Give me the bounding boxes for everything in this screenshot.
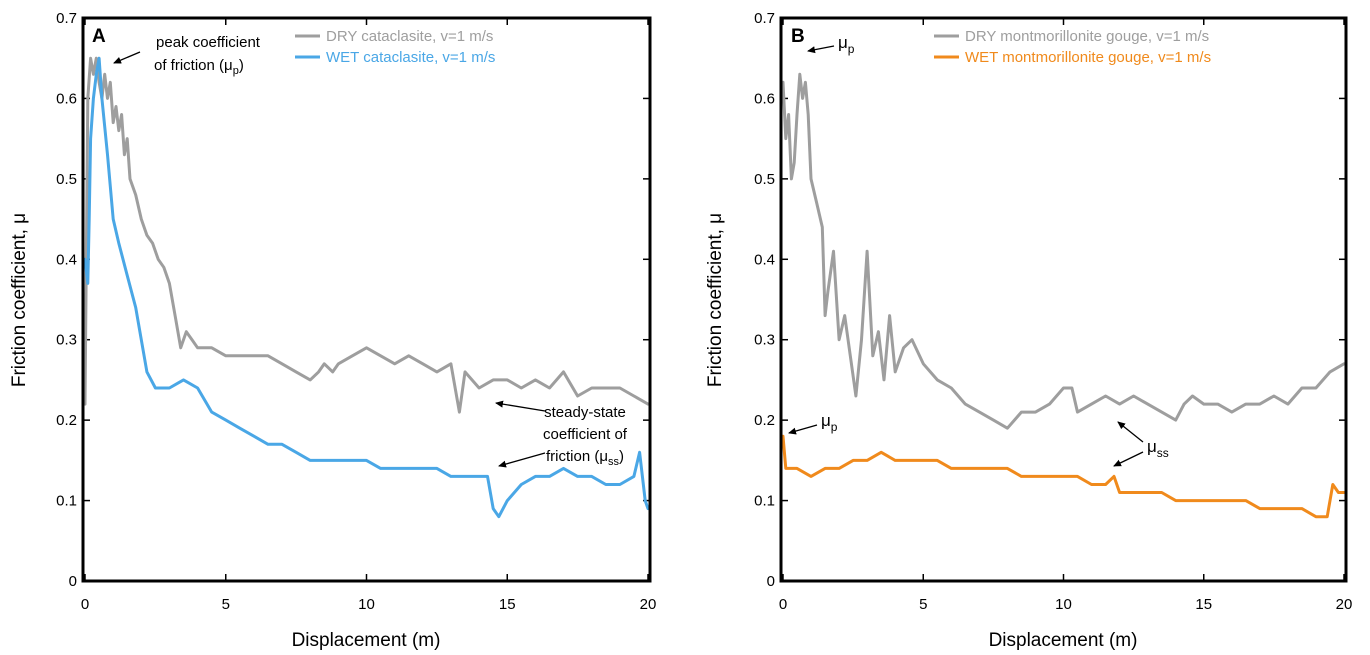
- panel-b-plot-area: [781, 72, 1346, 519]
- y-tick-label: 0.2: [754, 412, 775, 429]
- y-tick-label: 0: [69, 573, 77, 590]
- panel-b-mu-ss-annotation: μss: [1113, 421, 1169, 467]
- panel-a-chart: 0 0.1 0.2 0.3 0.4 0.5 0.6 0.7 0 5 10 15 20 A Displa…: [9, 10, 656, 651]
- panel-a-frame: [81, 16, 652, 583]
- panel-b-chart: 0 0.1 0.2 0.3 0.4 0.5 0.6 0.7 0 5 10 15 20 B Displa…: [705, 10, 1352, 651]
- panel-b-x-axis: 0 5 10 15 20: [779, 18, 1353, 613]
- y-tick-label: 0.6: [56, 90, 77, 107]
- panel-a-steady-state-annotation: steady-state coefficient of friction (μs…: [495, 400, 628, 468]
- x-tick-label: 20: [640, 596, 657, 613]
- y-tick-label: 0.4: [754, 251, 775, 268]
- x-tick-label: 5: [919, 596, 927, 613]
- panel-b-mu-p-annotations: μp μp: [788, 33, 855, 435]
- mu-ss-arrow-wet: [1113, 451, 1144, 467]
- y-tick-label: 0.3: [56, 332, 77, 349]
- panel-b-legend-label-dry: DRY montmorillonite gouge, v=1 m/s: [965, 28, 1209, 45]
- y-tick-label: 0.7: [56, 10, 77, 27]
- panel-a-y-axis: 0 0.1 0.2 0.3 0.4 0.5 0.6 0.7: [56, 10, 650, 590]
- panel-a-y-label: Friction coefficient, μ: [9, 213, 30, 387]
- x-tick-label: 5: [222, 596, 230, 613]
- y-tick-label: 0.4: [56, 251, 77, 268]
- x-tick-label: 0: [779, 596, 787, 613]
- series-line-wet: [781, 434, 1346, 519]
- panel-b-letter: B: [791, 26, 805, 47]
- panel-b-y-label: Friction coefficient, μ: [705, 213, 726, 387]
- mu-p-bottom-label: μp: [821, 411, 838, 434]
- panel-a-x-label: Displacement (m): [292, 630, 441, 651]
- panel-b-y-axis: 0 0.1 0.2 0.3 0.4 0.5 0.6 0.7: [754, 10, 1346, 590]
- y-tick-label: 0.5: [754, 171, 775, 188]
- ss-annotation-line3: friction (μss): [546, 448, 624, 468]
- series-line-wet: [83, 56, 650, 519]
- peak-annotation-line1: peak coefficient: [156, 34, 261, 51]
- ss-annotation-line2: coefficient of: [543, 426, 628, 443]
- y-tick-label: 0.1: [56, 493, 77, 510]
- peak-annotation-arrow: [113, 51, 141, 64]
- peak-annotation-line2: of friction (μp): [154, 57, 244, 77]
- mu-p-bottom-arrow: [788, 424, 818, 435]
- series-line-dry: [781, 72, 1346, 430]
- mu-ss-label: μss: [1147, 437, 1169, 460]
- y-tick-label: 0.6: [754, 90, 775, 107]
- panel-a-peak-annotation: peak coefficient of friction (μp): [113, 34, 261, 77]
- y-tick-label: 0.5: [56, 171, 77, 188]
- panel-b-x-label: Displacement (m): [989, 630, 1138, 651]
- ss-annotation-arrow-wet: [498, 452, 546, 468]
- x-tick-label: 0: [81, 596, 89, 613]
- panel-a-x-axis: 0 5 10 15 20: [81, 18, 657, 613]
- ss-annotation-line1: steady-state: [544, 404, 626, 421]
- y-tick-label: 0.1: [754, 493, 775, 510]
- panel-a-plot-area: [83, 56, 650, 519]
- panel-a-legend: DRY cataclasite, v=1 m/s WET cataclasite…: [295, 28, 495, 66]
- x-tick-label: 20: [1336, 596, 1353, 613]
- mu-p-top-label: μp: [838, 33, 855, 56]
- y-tick-label: 0.3: [754, 332, 775, 349]
- panel-a-legend-label-dry: DRY cataclasite, v=1 m/s: [326, 28, 493, 45]
- x-tick-label: 10: [358, 596, 375, 613]
- x-tick-label: 10: [1055, 596, 1072, 613]
- y-tick-label: 0: [767, 573, 775, 590]
- mu-p-top-arrow: [807, 45, 835, 54]
- series-line-dry: [83, 56, 650, 414]
- panel-a-legend-label-wet: WET cataclasite, v=1 m/s: [326, 49, 495, 66]
- panel-b-legend-label-wet: WET montmorillonite gouge, v=1 m/s: [965, 49, 1211, 66]
- mu-ss-arrow-dry: [1117, 421, 1144, 443]
- x-tick-label: 15: [1195, 596, 1212, 613]
- panel-a-letter: A: [92, 26, 106, 47]
- y-tick-label: 0.7: [754, 10, 775, 27]
- panel-b-frame: [779, 16, 1348, 583]
- y-tick-label: 0.2: [56, 412, 77, 429]
- ss-annotation-arrow-dry: [495, 400, 546, 412]
- x-tick-label: 15: [499, 596, 516, 613]
- panel-b-legend: DRY montmorillonite gouge, v=1 m/s WET m…: [934, 28, 1211, 66]
